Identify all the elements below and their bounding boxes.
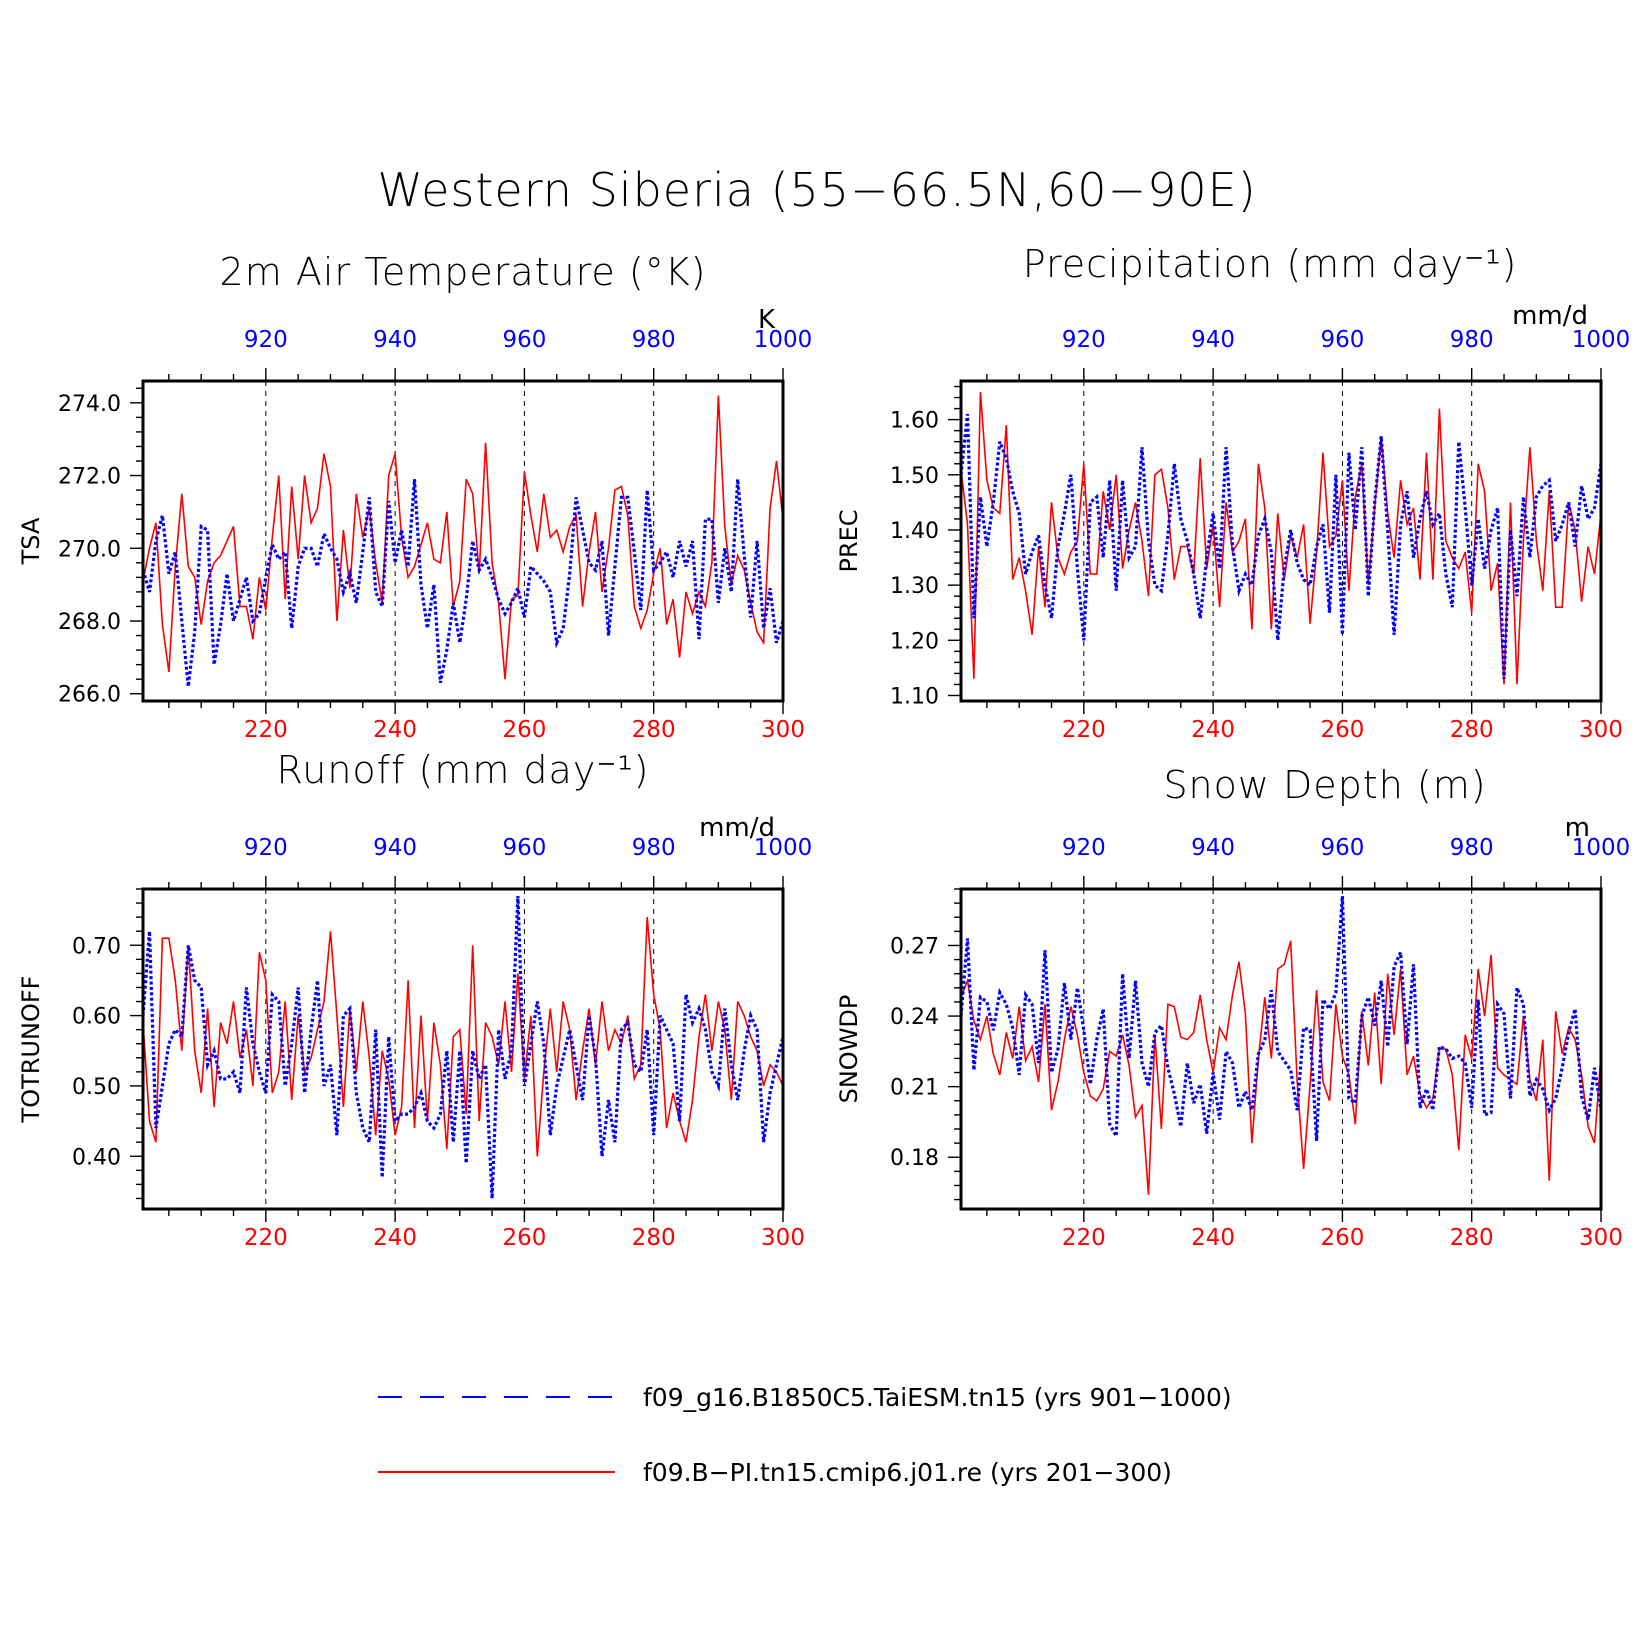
y-tick-label: 266.0 [58, 683, 121, 708]
legend: f09_g16.B1850C5.TaiESM.tn15 (yrs 901−100… [378, 1383, 1232, 1487]
y-axis-label: TOTRUNOFF [17, 976, 45, 1124]
x-bottom-tick-label: 280 [1450, 1225, 1494, 1251]
x-bottom-tick-label: 220 [244, 1225, 288, 1251]
series-line-dashed [141, 895, 785, 1199]
x-bottom-tick-label: 300 [761, 717, 805, 743]
units-label: K [758, 305, 776, 335]
x-bottom-tick-label: 220 [244, 717, 288, 743]
y-axis-label: PREC [835, 509, 863, 572]
units-label: mm/d [699, 813, 775, 843]
y-tick-label: 0.60 [72, 1005, 121, 1030]
x-top-tick-label: 1000 [1572, 835, 1631, 861]
x-top-tick-label: 980 [632, 835, 676, 861]
x-top-tick-label: 920 [244, 327, 288, 353]
series-line-solid [142, 395, 784, 680]
y-tick-label: 274.0 [58, 392, 121, 417]
x-top-tick-label: 980 [632, 327, 676, 353]
y-tick-label: 0.18 [890, 1146, 939, 1171]
x-top-tick-label: 920 [244, 835, 288, 861]
x-top-tick-label: 1000 [1572, 327, 1631, 353]
y-tick-label: 1.60 [890, 409, 939, 434]
plot-frame-temperature [141, 379, 785, 703]
main-title: Western Siberia (55−66.5N,60−90E) [377, 163, 1256, 217]
panel-snow-depth: Snow Depth (m) m SNOWDP 0.18 0.21 0.24 0.27 220… [835, 763, 1630, 1251]
y-tick-label: 0.21 [890, 1076, 939, 1101]
x-bottom-tick-label: 260 [502, 1225, 546, 1251]
x-top-tick-label: 960 [1320, 835, 1364, 861]
panel-temperature: 2m Air Temperature (°K) K TSA 266.0 268.0 270… [17, 250, 812, 743]
x-bottom-tick-label: 300 [1579, 717, 1623, 743]
x-top-tick-label: 940 [1191, 835, 1235, 861]
y-tick-label: 272.0 [58, 465, 121, 490]
plot-frame-precipitation [959, 379, 1603, 703]
legend-label-solid: f09.B−PI.tn15.cmip6.j01.re (yrs 201−300) [643, 1458, 1172, 1487]
y-tick-label: 1.50 [890, 464, 939, 489]
y-tick-label: 1.40 [890, 519, 939, 544]
x-top-tick-label: 1000 [754, 835, 813, 861]
y-tick-label: 0.50 [72, 1075, 121, 1100]
series-line-solid [960, 940, 1602, 1195]
plot-frame-runoff [141, 887, 785, 1211]
panel-title: Precipitation (mm day⁻¹) [1023, 242, 1518, 286]
x-top-tick-label: 980 [1450, 835, 1494, 861]
series-line-solid [960, 391, 1602, 685]
series-line-dashed [959, 413, 1603, 679]
series-line-dashed [959, 895, 1603, 1142]
y-tick-label: 270.0 [58, 537, 121, 562]
series-line-solid [142, 917, 784, 1157]
y-tick-label: 0.27 [890, 934, 939, 959]
x-top-tick-label: 960 [502, 835, 546, 861]
units-label: m [1565, 813, 1590, 843]
x-top-tick-label: 920 [1062, 835, 1106, 861]
x-bottom-tick-label: 280 [1450, 717, 1494, 743]
panel-title: Snow Depth (m) [1163, 763, 1486, 807]
x-bottom-tick-label: 280 [632, 1225, 676, 1251]
x-top-tick-label: 940 [373, 835, 417, 861]
y-axis-label: SNOWDP [835, 995, 863, 1104]
x-top-tick-label: 920 [1062, 327, 1106, 353]
x-top-tick-label: 960 [502, 327, 546, 353]
panel-precipitation: Precipitation (mm day⁻¹) mm/d PREC 1.10 1.20… [835, 242, 1630, 743]
y-tick-label: 0.40 [72, 1145, 121, 1170]
panel-title: 2m Air Temperature (°K) [220, 250, 707, 294]
x-bottom-tick-label: 260 [1320, 717, 1364, 743]
units-label: mm/d [1512, 301, 1588, 331]
x-bottom-tick-label: 240 [1191, 717, 1235, 743]
x-bottom-tick-label: 240 [373, 1225, 417, 1251]
y-tick-label: 0.24 [890, 1005, 939, 1030]
x-top-tick-label: 960 [1320, 327, 1364, 353]
x-bottom-tick-label: 240 [1191, 1225, 1235, 1251]
y-tick-label: 1.20 [890, 629, 939, 654]
legend-label-dashed: f09_g16.B1850C5.TaiESM.tn15 (yrs 901−100… [643, 1383, 1232, 1412]
y-tick-label: 1.30 [890, 574, 939, 599]
y-axis-label: TSA [17, 517, 45, 565]
series-line-dashed [141, 479, 785, 687]
y-tick-label: 0.70 [72, 934, 121, 959]
x-bottom-tick-label: 300 [761, 1225, 805, 1251]
x-bottom-tick-label: 220 [1062, 717, 1106, 743]
y-tick-label: 268.0 [58, 610, 121, 635]
x-top-tick-label: 940 [1191, 327, 1235, 353]
panel-runoff: Runoff (mm day⁻¹) mm/d TOTRUNOFF 0.40 0.50 0.… [17, 748, 812, 1251]
x-top-tick-label: 980 [1450, 327, 1494, 353]
x-bottom-tick-label: 260 [502, 717, 546, 743]
x-bottom-tick-label: 260 [1320, 1225, 1364, 1251]
panel-title: Runoff (mm day⁻¹) [277, 748, 650, 792]
x-top-tick-label: 940 [373, 327, 417, 353]
x-bottom-tick-label: 220 [1062, 1225, 1106, 1251]
y-tick-label: 1.10 [890, 684, 939, 709]
plot-frame-snow-depth [959, 887, 1603, 1211]
x-bottom-tick-label: 280 [632, 717, 676, 743]
x-bottom-tick-label: 300 [1579, 1225, 1623, 1251]
x-top-tick-label: 1000 [754, 327, 813, 353]
x-bottom-tick-label: 240 [373, 717, 417, 743]
